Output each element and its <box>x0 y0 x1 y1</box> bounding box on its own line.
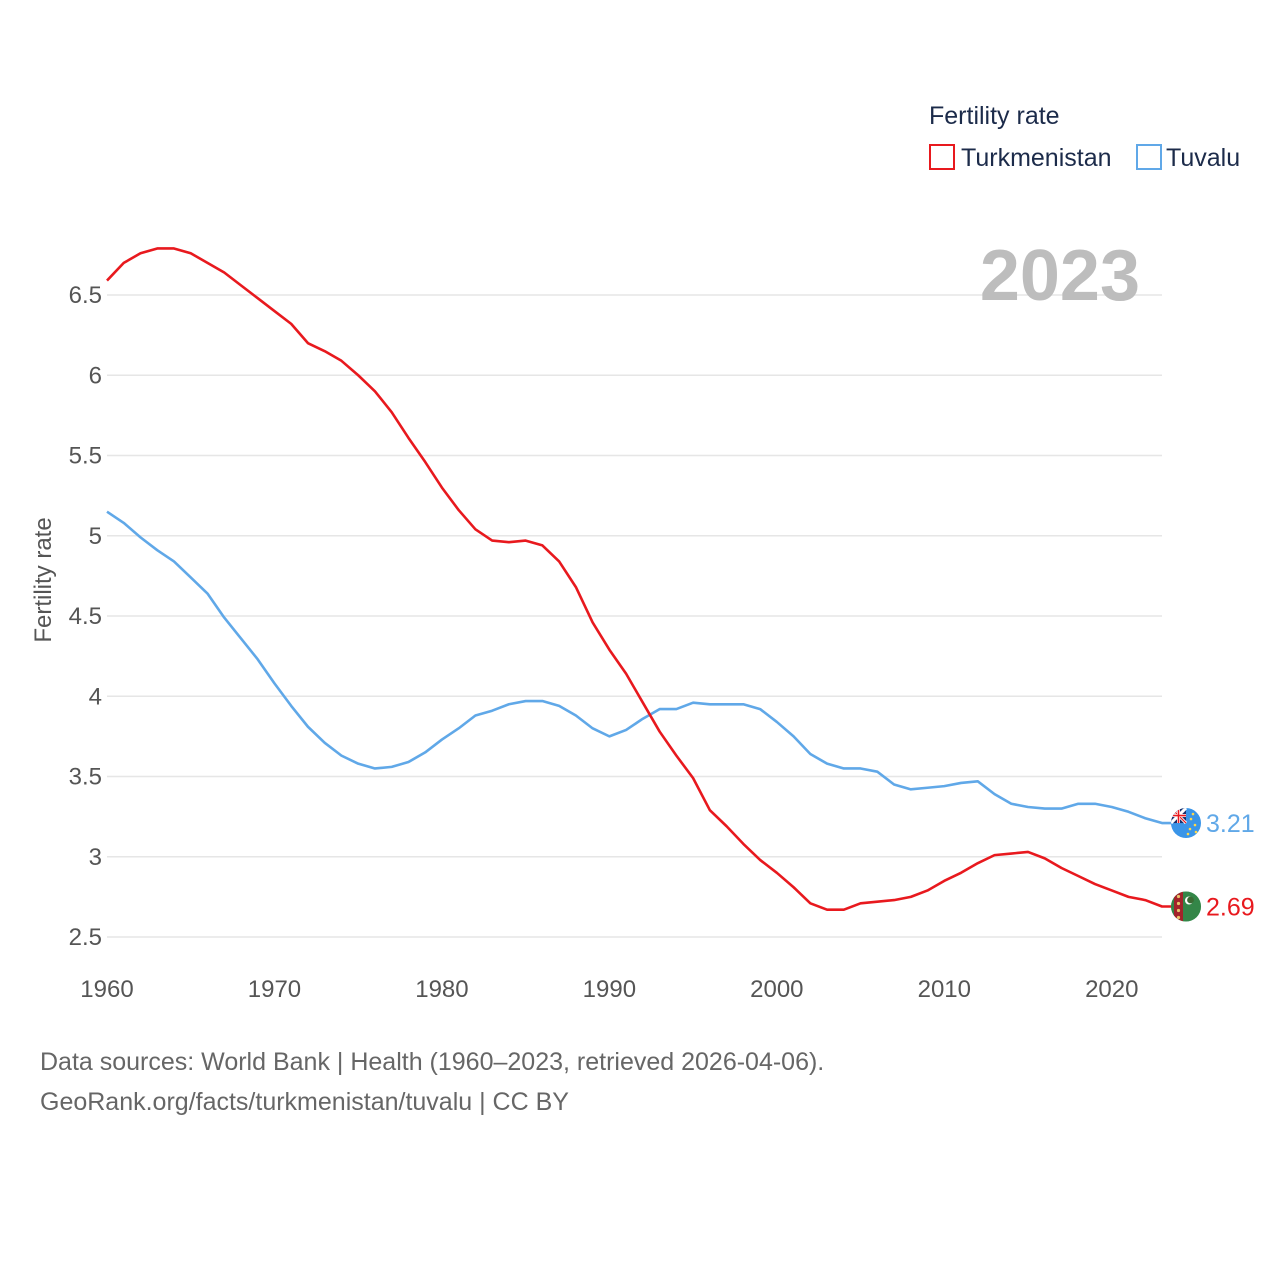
y-tick-label: 6 <box>89 362 102 389</box>
data-source-note: Data sources: World Bank | Health (1960–… <box>40 1048 825 1076</box>
y-tick-label: 5.5 <box>69 443 102 470</box>
y-tick-label: 5 <box>89 523 102 550</box>
x-axis-ticks: 1960 1970 1980 1990 2000 2010 2020 <box>80 976 1138 1003</box>
x-tick-label: 2000 <box>750 976 803 1003</box>
y-tick-label: 3.5 <box>69 764 102 791</box>
turkmenistan-flag-icon <box>1171 891 1201 922</box>
end-value-label-turkmenistan: 2.69 <box>1206 894 1255 922</box>
x-tick-label: 1980 <box>415 976 468 1003</box>
y-axis-title: Fertility rate <box>30 517 57 642</box>
tuvalu-flag-icon <box>1171 808 1201 839</box>
source-link[interactable]: GeoRank.org/facts/turkmenistan/tuvalu | … <box>40 1088 569 1116</box>
series-line-tuvalu[interactable] <box>106 510 1186 825</box>
legend-title: Fertility rate <box>929 102 1060 130</box>
legend-label-turkmenistan: Turkmenistan <box>961 144 1112 172</box>
series-line-turkmenistan[interactable] <box>106 247 1186 912</box>
y-tick-label: 2.5 <box>69 924 102 951</box>
legend: Fertility rate Turkmenistan Tuvalu <box>929 102 1240 172</box>
x-tick-label: 1970 <box>248 976 301 1003</box>
year-label: 2023 <box>980 236 1140 316</box>
legend-label-tuvalu: Tuvalu <box>1166 144 1240 172</box>
fertility-rate-chart: 2.5 3 3.5 4 4.5 5 5.5 6 6.5 1960 1970 1980 1990 2000… <box>30 102 1255 1003</box>
legend-swatch-turkmenistan <box>929 144 955 170</box>
y-tick-label: 4 <box>89 683 102 710</box>
y-tick-label: 3 <box>89 844 102 871</box>
legend-swatch-tuvalu <box>1136 144 1162 170</box>
x-tick-label: 2010 <box>918 976 971 1003</box>
legend-item-turkmenistan[interactable]: Turkmenistan <box>929 144 1112 172</box>
y-tick-label: 6.5 <box>69 282 102 309</box>
grid-lines <box>107 294 1162 938</box>
footer: Data sources: World Bank | Health (1960–… <box>40 1042 824 1122</box>
x-tick-label: 2020 <box>1085 976 1138 1003</box>
y-axis-ticks: 2.5 3 3.5 4 4.5 5 5.5 6 6.5 <box>69 282 102 951</box>
end-value-label-tuvalu: 3.21 <box>1206 810 1255 838</box>
y-tick-label: 4.5 <box>69 603 102 630</box>
legend-item-tuvalu[interactable]: Tuvalu <box>1136 144 1240 172</box>
x-tick-label: 1990 <box>583 976 636 1003</box>
end-markers: 2.69 3.21 <box>1171 808 1255 922</box>
x-tick-label: 1960 <box>80 976 133 1003</box>
series-lines <box>106 247 1186 912</box>
